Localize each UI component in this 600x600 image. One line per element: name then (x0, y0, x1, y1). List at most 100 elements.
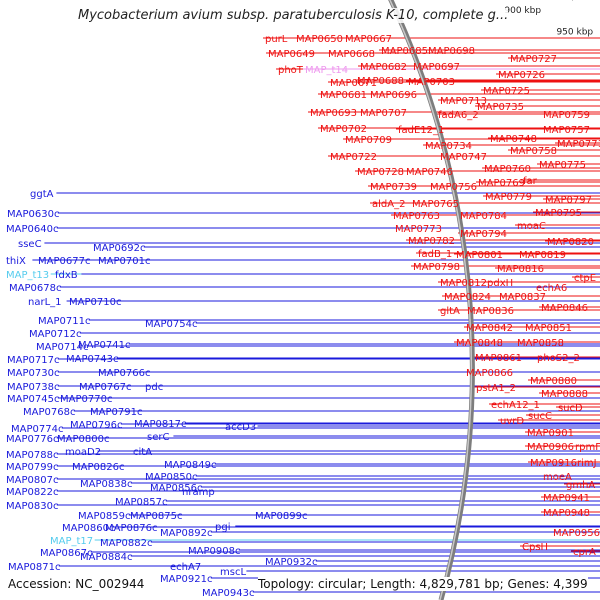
gene-label[interactable]: moaC (517, 221, 546, 232)
gene-label[interactable]: MAP0851 (525, 323, 572, 334)
gene-label[interactable]: MAP0710c (69, 297, 121, 308)
gene-label[interactable]: MAP0858 (517, 338, 564, 349)
gene-label[interactable]: MAP0908c (188, 546, 240, 557)
gene-label[interactable]: MAP0842 (466, 323, 513, 334)
gene-label[interactable]: MAP0698 (428, 46, 475, 57)
gene-label[interactable]: MAP0714c (36, 342, 88, 353)
gene-label[interactable]: MAP0765 (412, 199, 459, 210)
gene-label[interactable]: MAP0784 (460, 211, 507, 222)
gene-label[interactable]: MAP0650 (296, 34, 343, 45)
gene-label[interactable]: MAP0747 (440, 152, 487, 163)
gene-label[interactable]: MAP0688 (357, 76, 404, 87)
gene-label[interactable]: MAP0956 (553, 528, 600, 539)
gene-label[interactable]: ggtA (30, 189, 54, 200)
gene-label[interactable]: MAP0630c (7, 209, 59, 220)
gene-label[interactable]: MAP0826c (72, 462, 124, 473)
gene-label[interactable]: MAP0776c (6, 434, 58, 445)
gene-label[interactable]: MAP0682 (360, 62, 407, 73)
gene-label[interactable]: MAP0836 (467, 306, 514, 317)
gene-label[interactable]: MAP0745c (7, 394, 59, 405)
gene-label[interactable]: MAP0759 (543, 110, 590, 121)
gene-label[interactable]: MAP0846 (541, 303, 588, 314)
gene-label[interactable]: MAP0876c (105, 523, 157, 534)
gene-label[interactable]: MAP0713 (440, 96, 487, 107)
gene-label[interactable]: MAP0837 (499, 292, 546, 303)
gene-label[interactable]: citA (133, 447, 152, 458)
gene-label[interactable]: MAP0892c (160, 528, 212, 539)
gene-label[interactable]: cprA (573, 547, 596, 558)
gene-label[interactable]: MAP0861 (475, 353, 522, 364)
gene-label[interactable]: purL (265, 34, 288, 45)
gene-label[interactable]: MAP0774c (11, 424, 63, 435)
gene-label[interactable]: MAP0884c (80, 552, 132, 563)
gene-label[interactable]: sucC (528, 411, 552, 422)
gene-label[interactable]: MAP0756 (430, 182, 477, 193)
gene-label[interactable]: MAP0773 (395, 224, 442, 235)
gene-label[interactable]: far (523, 176, 538, 187)
gene-label[interactable]: MAP0696 (370, 90, 417, 101)
gene-label[interactable]: MAP0767c (79, 382, 131, 393)
gene-label[interactable]: sseC (18, 239, 42, 250)
gene-label[interactable]: MAP0754c (145, 319, 197, 330)
gene-label[interactable]: MAP0791c (90, 407, 142, 418)
gene-label[interactable]: pgi (215, 522, 230, 533)
gene-label[interactable]: rimJ (577, 458, 597, 469)
gene-label[interactable]: MAP0801 (456, 250, 503, 261)
gene-label[interactable]: MAP0799c (6, 462, 58, 473)
gene-label[interactable]: MAP0859c (78, 511, 130, 522)
gene-label[interactable]: MAP0771 (557, 139, 600, 150)
gene-label[interactable]: MAP0758 (510, 146, 557, 157)
gene-label[interactable]: MAP0798 (413, 262, 460, 273)
gene-label[interactable]: MAP0671 (330, 78, 377, 89)
gene-label[interactable]: MAP0850c (145, 472, 197, 483)
gene-label[interactable]: MAP0782 (408, 236, 455, 247)
gene-label[interactable]: MAP0888 (541, 389, 588, 400)
gene-label[interactable]: MAP0770c (60, 394, 112, 405)
gene-label[interactable]: MAP0712c (29, 329, 81, 340)
gene-label[interactable]: MAP0738c (7, 382, 59, 393)
gene-label[interactable]: MAP0867c (40, 548, 92, 559)
gene-label[interactable]: MAP0709 (345, 135, 392, 146)
gene-label[interactable]: phoS2_2 (537, 353, 580, 364)
gene-label[interactable]: MAP0681 (320, 90, 367, 101)
gene-label[interactable]: MAP0819 (519, 250, 566, 261)
gene-label[interactable]: MAP0822c (6, 487, 58, 498)
gene-label[interactable]: MAP0882c (100, 538, 152, 549)
gene-label[interactable]: MAP0717c (7, 355, 59, 366)
gene-label[interactable]: MAP0711c (38, 316, 90, 327)
gene-label[interactable]: MAP0921c (160, 574, 212, 585)
gene-label[interactable]: MAP0743c (66, 354, 118, 365)
gene-label[interactable]: moeA (543, 472, 572, 483)
gene-label[interactable]: phoT (278, 65, 304, 76)
gene-label[interactable]: MAP0830c (6, 501, 58, 512)
gene-label[interactable]: MAP0779 (485, 192, 532, 203)
gene-label[interactable]: MAP0794 (460, 229, 507, 240)
gene-label[interactable]: fadE12_1 (398, 125, 444, 136)
gene-label[interactable]: MAP0766c (98, 368, 150, 379)
gene-label[interactable]: MAP0763 (393, 211, 440, 222)
gene-label[interactable]: thiX (6, 256, 26, 267)
gene-label[interactable]: MAP0649 (268, 49, 315, 60)
gene-label[interactable]: MAP0880 (530, 376, 577, 387)
gene-label[interactable]: MAP0817c (134, 419, 186, 430)
gene-label[interactable]: MAP0697 (413, 62, 460, 73)
gene-label[interactable]: MAP0748 (490, 134, 537, 145)
gene-label[interactable]: MAP0693 (310, 108, 357, 119)
gene-label[interactable]: rpmF (575, 442, 600, 453)
gene-label[interactable]: fadB_1 (418, 249, 452, 260)
gene-label[interactable]: MAP0701c (98, 256, 150, 267)
gene-label[interactable]: mscL (220, 567, 246, 578)
gene-label[interactable]: MAP0800c (57, 434, 109, 445)
gene-label[interactable]: echA7 (170, 562, 201, 573)
gene-label[interactable]: CpsH (522, 542, 548, 553)
gene-label[interactable]: echA6 (536, 283, 567, 294)
gene-label[interactable]: MAP0875c (130, 511, 182, 522)
gene-label[interactable]: MAP_t13 (6, 270, 49, 281)
gene-label[interactable]: MAP0848 (456, 338, 503, 349)
gene-label[interactable]: pdc (145, 382, 163, 393)
gene-label[interactable]: MAP0678c (9, 283, 61, 294)
gene-label[interactable]: echA12_1 (491, 400, 540, 411)
gene-label[interactable]: uvrD (500, 416, 524, 427)
gene-label[interactable]: ctpE (574, 273, 596, 284)
gene-label[interactable]: MAP0795 (535, 208, 582, 219)
